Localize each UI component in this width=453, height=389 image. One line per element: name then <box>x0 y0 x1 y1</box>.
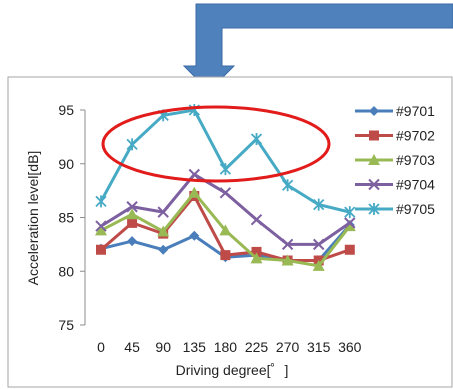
x-tick-label: 90 <box>155 339 171 355</box>
data-point <box>188 168 201 181</box>
data-point <box>250 133 263 146</box>
chart-frame <box>7 76 453 388</box>
data-point <box>344 206 356 219</box>
data-point <box>126 201 138 213</box>
data-point <box>344 217 356 229</box>
legend-marker <box>368 178 380 191</box>
data-point <box>127 217 138 228</box>
data-point <box>220 250 231 261</box>
data-point <box>313 198 325 211</box>
legend-item: #9704 <box>355 177 435 193</box>
legend-label: #9704 <box>396 177 435 193</box>
y-tick-label: 95 <box>58 102 74 118</box>
x-tick-label: 45 <box>124 339 140 355</box>
legend-marker <box>369 106 379 116</box>
x-tick-label: 225 <box>245 339 269 355</box>
data-point <box>95 220 107 232</box>
legend: #9701 #9702 #9703 #9704 #9705 <box>355 103 435 217</box>
data-point <box>158 244 169 255</box>
data-point <box>127 236 138 247</box>
data-point <box>344 244 355 255</box>
legend-item: #9705 <box>355 201 435 217</box>
legend-item: #9702 <box>355 128 435 144</box>
y-tick-label: 85 <box>58 210 74 226</box>
legend-label: #9702 <box>396 128 435 144</box>
legend-label: #9701 <box>396 103 435 119</box>
data-point <box>95 224 107 236</box>
x-tick-label: 180 <box>214 339 238 355</box>
data-point <box>96 244 106 255</box>
y-tick-label: 90 <box>58 156 74 172</box>
data-point <box>250 252 263 264</box>
data-point <box>188 186 201 198</box>
x-tick-label: 0 <box>97 339 105 355</box>
legend-label: #9705 <box>396 201 435 217</box>
series-4 <box>95 168 356 251</box>
x-tick-label: 270 <box>276 339 300 355</box>
legend-marker <box>368 154 380 165</box>
legend-item: #9703 <box>355 152 435 168</box>
data-point <box>343 220 356 232</box>
legend-item: #9701 <box>355 103 435 119</box>
data-point <box>251 246 262 257</box>
x-tick-label: 135 <box>183 339 207 355</box>
arrow-shape <box>182 3 453 92</box>
legend-marker <box>369 130 379 141</box>
data-point <box>219 163 232 176</box>
legend-marker <box>368 203 380 215</box>
x-axis-ticks: 0 45 90 135 180 225 270 315 360 <box>97 339 362 355</box>
series-group <box>95 104 356 271</box>
x-tick-label: 315 <box>307 339 331 355</box>
data-point <box>281 254 294 266</box>
data-point <box>281 179 294 192</box>
data-point <box>189 230 200 241</box>
data-point <box>157 206 169 218</box>
data-point <box>219 187 232 199</box>
data-point <box>157 225 170 237</box>
series-5 <box>95 104 356 219</box>
y-tick-label: 75 <box>58 317 74 333</box>
data-point <box>219 224 232 236</box>
y-tick-label: 80 <box>58 263 74 279</box>
legend-label: #9703 <box>396 152 435 168</box>
x-axis-title: Driving degree[゜] <box>176 362 289 378</box>
data-point <box>126 208 139 220</box>
y-axis-ticks: 75 80 85 90 95 <box>58 102 85 333</box>
highlight-ellipse <box>101 105 331 183</box>
data-point <box>250 213 263 226</box>
data-point <box>312 238 325 251</box>
y-axis-title: Acceleration level[dB] <box>25 151 41 286</box>
series-3 <box>95 186 356 271</box>
data-point <box>95 195 107 208</box>
x-tick-label: 360 <box>338 339 362 355</box>
data-point <box>281 238 294 251</box>
pointer-arrow <box>182 3 453 92</box>
data-point <box>312 259 325 271</box>
data-point <box>126 138 138 151</box>
